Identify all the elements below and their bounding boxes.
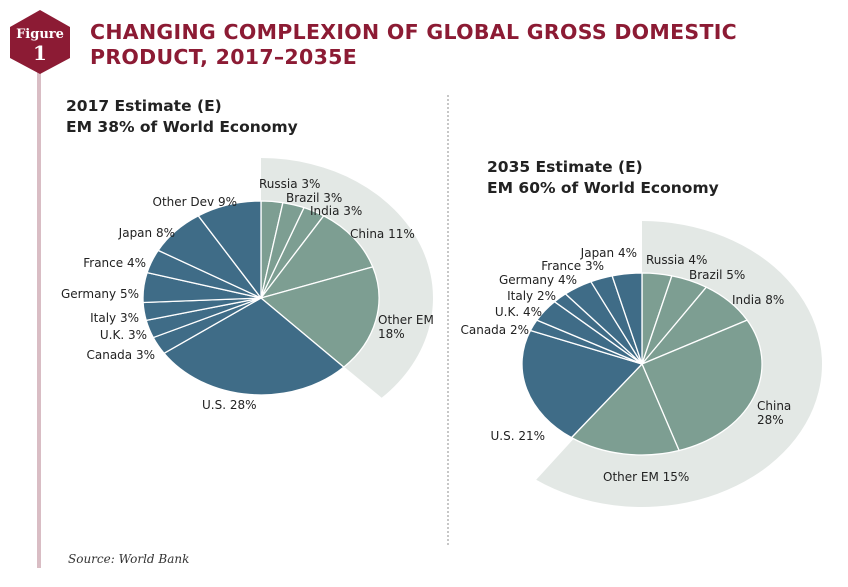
chart-2017-heading: 2017 Estimate (E) EM 38% of World Econom… [66, 96, 298, 138]
figure-title-line-2: PRODUCT, 2017–2035E [90, 45, 357, 69]
chart-divider [447, 95, 449, 545]
label-2017-japan: Japan 8% [118, 226, 175, 240]
label-2017-china: China 11% [350, 227, 415, 241]
label-2017-india: India 3% [310, 204, 362, 218]
chart-2035-subtitle: EM 60% of World Economy [487, 179, 719, 197]
label-2035-japan: Japan 4% [580, 246, 637, 260]
label-2035-canada: Canada 2% [460, 323, 529, 337]
chart-2017-subtitle: EM 38% of World Economy [66, 118, 298, 136]
label-2035-germany: Germany 4% [499, 273, 577, 287]
figure-title: CHANGING COMPLEXION OF GLOBAL GROSS DOME… [90, 20, 740, 70]
label-2017-u-s: U.S. 28% [202, 398, 257, 412]
slice-2017-other-dev [197, 200, 262, 299]
figure-badge: Figure 1 [10, 10, 70, 74]
label-2017-france: France 4% [83, 256, 146, 270]
label-2035-france: France 3% [541, 259, 604, 273]
figure-side-bar [37, 68, 41, 568]
label-2017-italy: Italy 3% [90, 311, 139, 325]
label-2035-brazil: Brazil 5% [689, 268, 745, 282]
slice-2017-china [260, 215, 374, 299]
badge-number: 1 [33, 41, 47, 65]
label-2017-other-em-value: 18% [378, 327, 405, 341]
label-2035-u-s: U.S. 21% [490, 429, 545, 443]
label-2035-italy: Italy 2% [507, 289, 556, 303]
label-2035-u-k: U.K. 4% [495, 305, 542, 319]
slice-2035-other-em [570, 363, 680, 456]
chart-2035-heading: 2035 Estimate (E) EM 60% of World Econom… [487, 157, 719, 199]
label-2017-russia: Russia 3% [259, 177, 320, 191]
label-2017-canada: Canada 3% [86, 348, 155, 362]
slice-2017-u-s [163, 297, 345, 396]
label-2035-china: China [757, 399, 791, 413]
slice-2035-china [641, 319, 763, 452]
label-2017-brazil: Brazil 3% [286, 191, 342, 205]
label-2035-russia: Russia 4% [646, 253, 707, 267]
label-2017-other-dev: Other Dev 9% [153, 195, 237, 209]
source-note: Source: World Bank [68, 552, 190, 566]
label-2017-germany: Germany 5% [61, 287, 139, 301]
label-2035-india: India 8% [732, 293, 784, 307]
figure-title-line-1: CHANGING COMPLEXION OF GLOBAL GROSS DOME… [90, 20, 738, 44]
label-2035-other-em: Other EM 15% [603, 470, 689, 484]
slice-2017-other-em [260, 266, 380, 368]
chart-2035-title: 2035 Estimate (E) [487, 158, 643, 176]
slice-2035-japan [611, 272, 643, 365]
label-2035-china-value: 28% [757, 413, 784, 427]
chart-2017-title: 2017 Estimate (E) [66, 97, 222, 115]
slice-2035-u-s [521, 329, 643, 439]
badge-hexagon [10, 10, 70, 74]
badge-label: Figure [16, 27, 64, 42]
label-2017-u-k: U.K. 3% [100, 328, 147, 342]
label-2017-other-em: Other EM [378, 313, 434, 327]
